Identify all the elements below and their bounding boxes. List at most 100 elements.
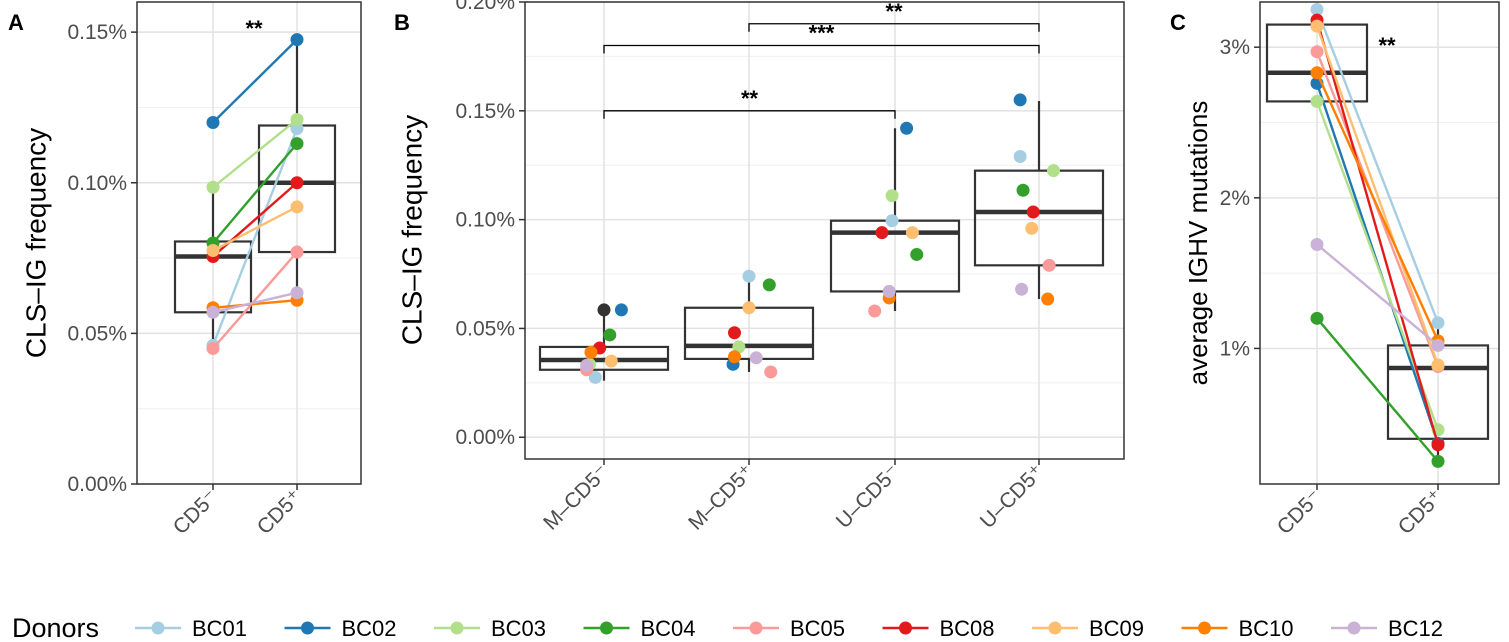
data-point-c	[1310, 3, 1324, 17]
data-point-c	[1431, 338, 1445, 352]
x-tick-label-c: CD5⁺	[1394, 485, 1448, 539]
y-axis-title-a: CLS–IG frequency	[21, 128, 52, 358]
data-point-b	[1013, 93, 1027, 107]
series-line-a	[212, 38, 298, 124]
y-tick-label-b: 0.10%	[455, 209, 515, 232]
x-tick-label-b: U–CD5⁺	[976, 460, 1049, 533]
data-point-b	[868, 304, 882, 318]
panel-label-b: B	[394, 10, 410, 35]
significance-label-b: ***	[809, 21, 835, 46]
legend-label: BC04	[641, 616, 696, 641]
series-line-c	[1315, 9, 1440, 324]
panel-border-a	[136, 1, 362, 485]
plot-area-a	[137, 2, 361, 484]
data-point-a	[206, 180, 220, 194]
data-point-b	[603, 328, 617, 342]
legend-key-point	[151, 621, 165, 635]
y-tick-label-c: 1%	[1220, 337, 1250, 360]
data-point-b	[900, 121, 914, 135]
legend-key-point	[1198, 621, 1211, 635]
data-point-c	[1431, 358, 1445, 372]
data-point-b	[584, 345, 598, 359]
y-axis-title-c: average IGHV mutations	[1183, 101, 1213, 386]
series-line-a	[212, 299, 298, 309]
box-b	[973, 169, 1105, 267]
data-point-a	[206, 341, 220, 355]
legend-label: BC03	[491, 616, 546, 641]
data-point-b	[732, 340, 746, 354]
panel-c: C 1% 2% 3% CD5⁻ CD5⁺ average IGHV mutations **	[1170, 1, 1500, 539]
data-point-c	[1310, 311, 1324, 325]
data-point-a	[206, 116, 220, 129]
legend-key-point	[1347, 621, 1361, 635]
y-tick-label-a: 0.15%	[67, 21, 127, 44]
legend-key-point	[749, 621, 763, 635]
legend-title: Donors	[12, 613, 99, 642]
legend-key-point	[450, 621, 464, 635]
data-point-a	[206, 305, 220, 319]
legend-label: BC09	[1089, 616, 1144, 641]
significance-label-a: **	[245, 16, 263, 41]
series-line-a	[212, 205, 298, 252]
legend-label: BC10	[1239, 616, 1294, 641]
x-tick-label-b: M–CD5⁻	[539, 460, 613, 534]
data-point-c	[1431, 438, 1445, 452]
data-point-b	[614, 303, 628, 317]
series-line-c	[1315, 25, 1440, 366]
panel-label-c: C	[1170, 10, 1186, 35]
data-point-a	[290, 122, 304, 136]
data-point-a	[290, 245, 304, 259]
data-point-b	[1013, 150, 1027, 164]
panel-border-c	[1259, 1, 1500, 485]
data-point-c	[1310, 66, 1324, 80]
legend-label: BC08	[940, 616, 995, 641]
data-point-b	[1016, 183, 1030, 197]
panel-border-b	[524, 1, 1125, 460]
data-point-c	[1431, 454, 1445, 468]
legend: Donors BC01 BC02 BC03 BC04 BC05 BC08 BC09 BC10 B…	[12, 613, 1443, 642]
y-tick-label-b: 0.00%	[455, 426, 515, 449]
data-point-c	[1310, 238, 1324, 252]
data-point-b	[728, 350, 741, 364]
legend-key-point	[1048, 621, 1062, 635]
data-point-b	[1026, 205, 1040, 219]
data-point-b	[597, 303, 611, 317]
y-tick-label-c: 2%	[1220, 187, 1250, 210]
data-point-b	[604, 354, 618, 368]
y-tick-label-a: 0.10%	[67, 172, 127, 195]
data-point-b	[905, 226, 919, 240]
significance-bracket-b	[748, 23, 1040, 32]
data-point-a	[206, 244, 220, 258]
series-line-c	[1315, 19, 1440, 446]
y-tick-label-a: 0.00%	[67, 473, 127, 496]
x-tick-label-c: CD5⁻	[1273, 485, 1327, 539]
data-point-b	[580, 358, 594, 372]
x-tick-label-b: U–CD5⁻	[832, 460, 905, 533]
series-line-a	[212, 142, 298, 244]
series-line-a	[212, 118, 298, 189]
data-point-b	[1042, 258, 1056, 272]
x-tick-label-a: CD5⁻	[169, 485, 223, 539]
data-point-b	[1015, 282, 1029, 296]
data-point-c	[1310, 45, 1324, 59]
x-tick-label-b: M–CD5⁺	[684, 460, 758, 534]
data-point-b	[910, 247, 924, 261]
legend-label: BC12	[1388, 616, 1443, 641]
data-point-b	[885, 214, 899, 228]
data-point-b	[749, 351, 763, 365]
data-point-b	[1041, 292, 1055, 306]
panel-label-a: A	[8, 10, 24, 35]
y-tick-label-b: 0.15%	[455, 100, 515, 123]
significance-label-b: **	[741, 86, 759, 111]
data-point-b	[764, 365, 778, 379]
y-tick-label-a: 0.05%	[67, 322, 127, 345]
legend-key-point	[301, 621, 314, 635]
data-point-a	[290, 137, 304, 151]
panel-a: A 0.00% 0.05% 0.10% 0.15% CD5⁻ CD5⁺ CLS–IG fre…	[8, 1, 362, 539]
legend-key-point	[899, 621, 912, 635]
data-point-b	[588, 370, 602, 384]
significance-label-c: **	[1378, 33, 1396, 58]
data-point-a	[290, 112, 304, 126]
legend-key-point	[600, 621, 613, 635]
data-point-a	[290, 200, 304, 214]
